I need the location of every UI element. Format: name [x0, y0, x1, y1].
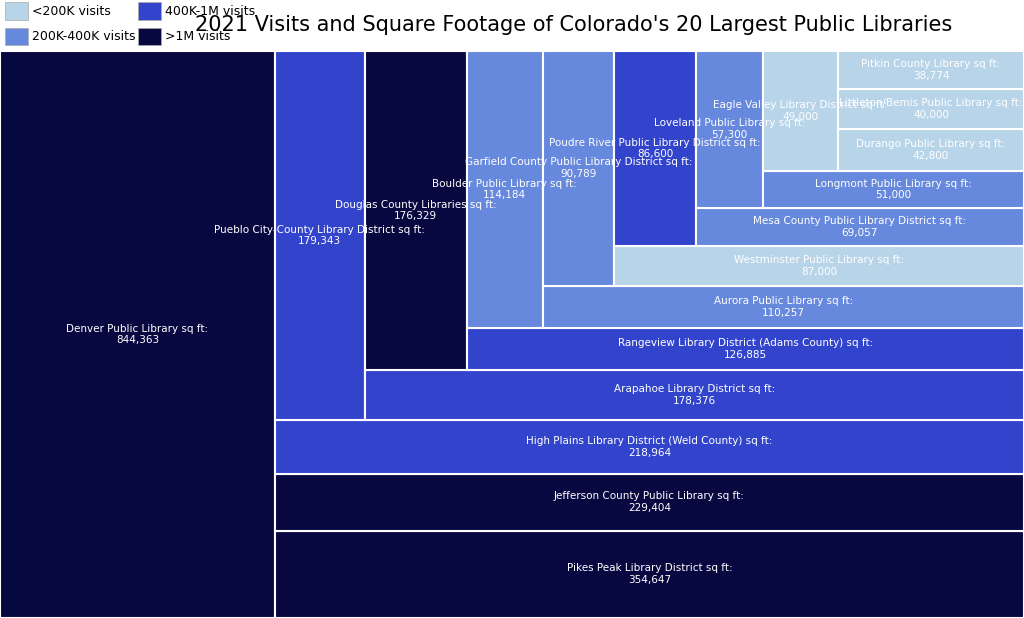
Text: Westminster Public Library sq ft:
87,000: Westminster Public Library sq ft: 87,000 [734, 255, 904, 277]
Bar [274, 530, 1024, 618]
Bar [274, 474, 1024, 530]
Text: Loveland Public Library sq ft:
57,300: Loveland Public Library sq ft: 57,300 [653, 118, 805, 140]
Bar [695, 208, 1024, 247]
Bar [763, 51, 838, 171]
Bar [838, 89, 1024, 129]
Text: Rangeview Library District (Adams County) sq ft:
126,885: Rangeview Library District (Adams County… [617, 338, 872, 360]
Bar [838, 129, 1024, 171]
Text: Littleton/Bemis Public Library sq ft:
40,000: Littleton/Bemis Public Library sq ft: 40… [840, 98, 1023, 120]
Bar [614, 247, 1024, 286]
Text: Boulder Public Library sq ft:
114,184: Boulder Public Library sq ft: 114,184 [432, 179, 577, 200]
Bar [274, 420, 1024, 474]
Text: Pitkin County Library sq ft:
38,774: Pitkin County Library sq ft: 38,774 [861, 59, 1000, 81]
Bar [838, 51, 1024, 89]
Text: 2021 Visits and Square Footage of Colorado's 20 Largest Public Libraries: 2021 Visits and Square Footage of Colora… [195, 15, 952, 35]
Text: Mesa County Public Library District sq ft:
69,057: Mesa County Public Library District sq f… [754, 216, 967, 238]
Text: Douglas County Libraries sq ft:
176,329: Douglas County Libraries sq ft: 176,329 [335, 200, 497, 221]
Text: 200K-400K visits: 200K-400K visits [32, 30, 135, 43]
Text: >1M visits: >1M visits [165, 30, 230, 43]
Text: Pueblo City-County Library District sq ft:
179,343: Pueblo City-County Library District sq f… [214, 224, 425, 246]
Bar [467, 328, 1024, 370]
Bar [365, 370, 1024, 420]
Text: Arapahoe Library District sq ft:
178,376: Arapahoe Library District sq ft: 178,376 [613, 384, 775, 406]
Text: Eagle Valley Library District sq ft:
49,000: Eagle Valley Library District sq ft: 49,… [714, 100, 888, 122]
Bar [763, 171, 1024, 208]
Bar [365, 51, 467, 370]
Text: Longmont Public Library sq ft:
51,000: Longmont Public Library sq ft: 51,000 [815, 179, 972, 200]
Bar [274, 51, 365, 420]
Text: High Plains Library District (Weld County) sq ft:
218,964: High Plains Library District (Weld Count… [526, 436, 773, 458]
Bar [0, 51, 274, 618]
Text: Jefferson County Public Library sq ft:
229,404: Jefferson County Public Library sq ft: 2… [554, 491, 744, 513]
Bar [695, 51, 763, 208]
Bar [614, 51, 695, 247]
Text: Pikes Peak Library District sq ft:
354,647: Pikes Peak Library District sq ft: 354,6… [566, 564, 732, 585]
Bar [543, 286, 1024, 328]
Text: Denver Public Library sq ft:
844,363: Denver Public Library sq ft: 844,363 [67, 324, 209, 345]
Text: Durango Public Library sq ft:
42,800: Durango Public Library sq ft: 42,800 [856, 140, 1006, 161]
Text: Aurora Public Library sq ft:
110,257: Aurora Public Library sq ft: 110,257 [714, 296, 853, 318]
Text: <200K visits: <200K visits [32, 5, 111, 18]
Text: Poudre River Public Library District sq ft:
86,600: Poudre River Public Library District sq … [549, 138, 761, 159]
Bar [543, 51, 614, 286]
Bar [467, 51, 543, 328]
Text: Garfield County Public Library District sq ft:
90,789: Garfield County Public Library District … [465, 158, 692, 179]
Text: 400K-1M visits: 400K-1M visits [165, 5, 255, 18]
